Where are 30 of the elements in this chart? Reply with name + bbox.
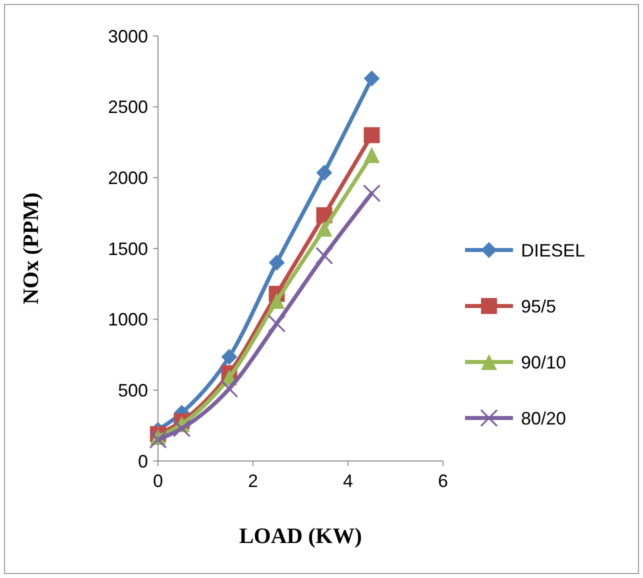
point — [221, 348, 238, 365]
point — [362, 184, 381, 202]
x-axis-title: LOAD (KW) — [239, 523, 362, 548]
point — [268, 314, 286, 332]
point — [364, 70, 380, 86]
y-tick-label: 3000 — [108, 26, 148, 46]
y-tick-label: 2000 — [108, 168, 148, 188]
point — [316, 164, 332, 181]
point — [268, 254, 285, 271]
point — [172, 420, 191, 438]
y-tick-label: 2500 — [108, 97, 148, 118]
x-tick-label: 6 — [438, 471, 448, 491]
point — [315, 246, 334, 264]
legend-label: 90/10 — [521, 352, 566, 372]
point — [316, 220, 332, 237]
x-tick-label: 0 — [152, 471, 164, 491]
legend-label: 95/5 — [521, 296, 556, 316]
x-tick-label: 2 — [248, 471, 258, 491]
point — [364, 127, 380, 144]
y-axis-title: NOx (PPM) — [18, 192, 43, 304]
legend-label: 80/20 — [521, 408, 566, 428]
point — [220, 380, 238, 398]
legend-label: DIESEL — [521, 240, 586, 260]
y-tick-label: 0 — [138, 451, 148, 472]
point — [268, 292, 285, 309]
x-tick-label: 4 — [342, 471, 354, 491]
point — [364, 147, 380, 163]
y-tick-label: 1500 — [108, 238, 148, 259]
y-tick-label: 500 — [118, 380, 148, 400]
y-tick-label: 1000 — [108, 310, 148, 330]
